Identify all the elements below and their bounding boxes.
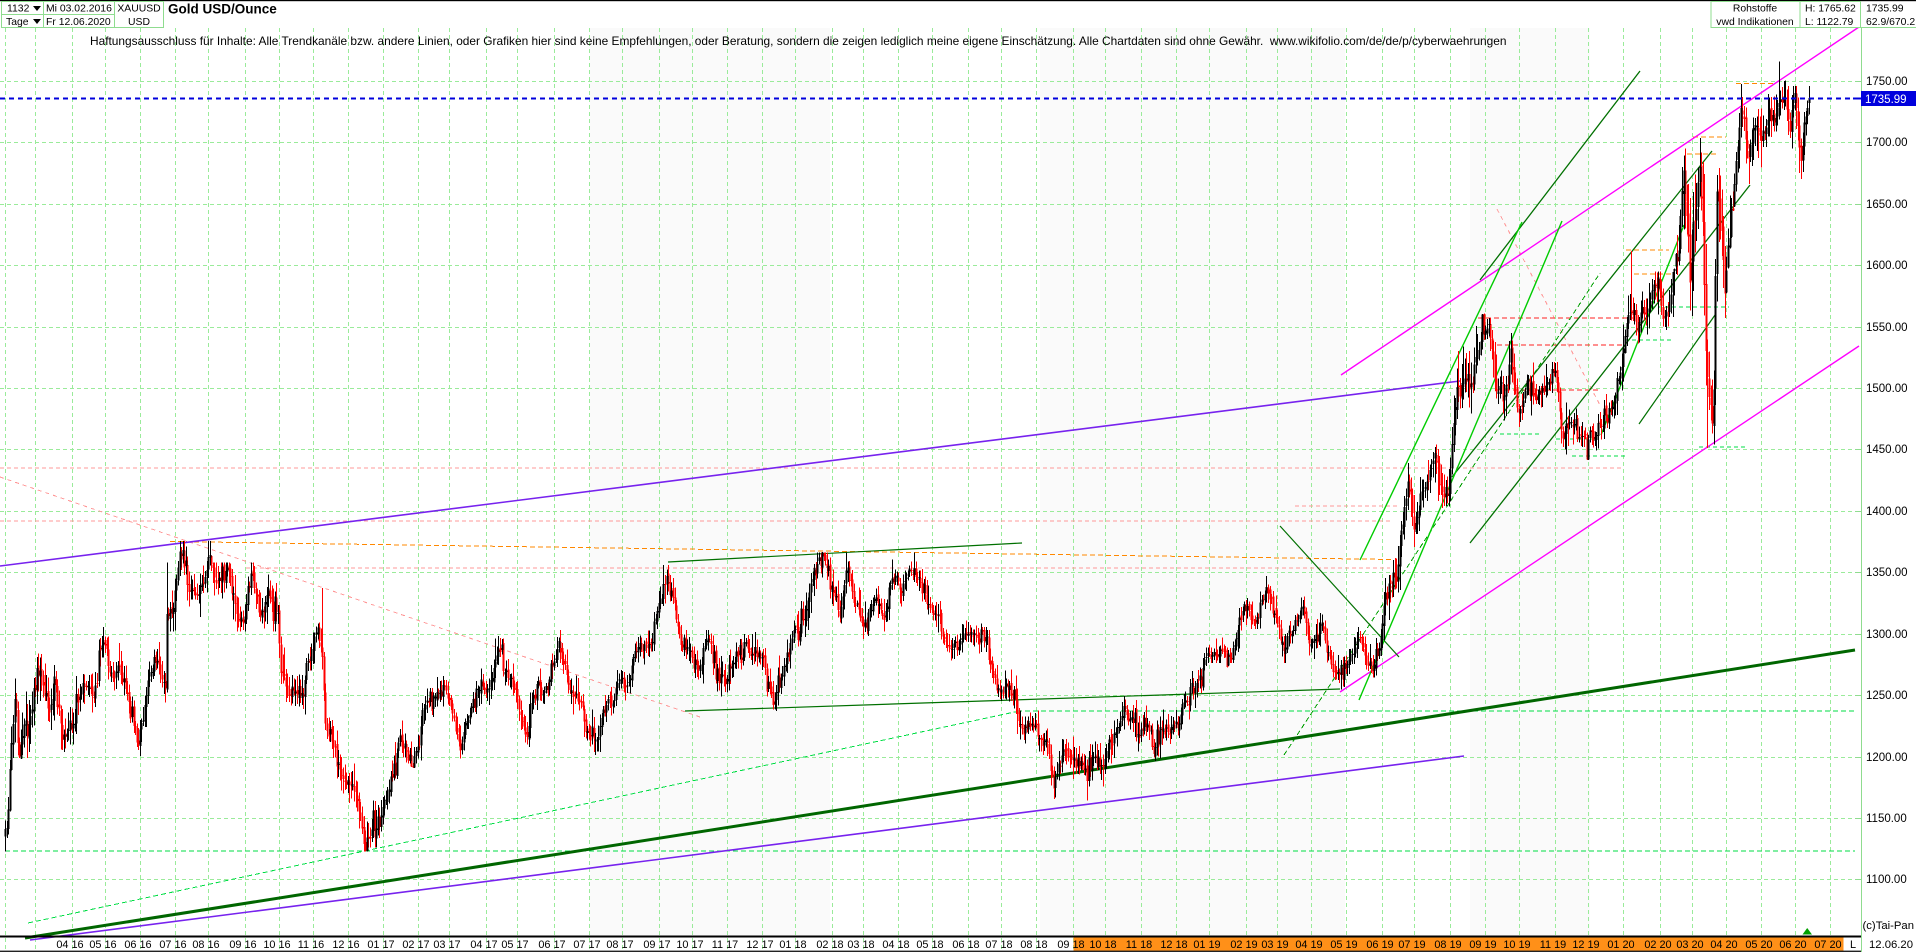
svg-text:03 17: 03 17 — [433, 939, 460, 951]
svg-text:Haftungsausschluss für Inhalte: Haftungsausschluss für Inhalte: Alle Tre… — [90, 34, 1507, 48]
svg-text:Tage: Tage — [6, 17, 29, 28]
svg-text:vwd Indikationen: vwd Indikationen — [1716, 17, 1794, 28]
svg-text:04 16: 04 16 — [56, 939, 83, 951]
svg-text:L: L — [1850, 939, 1856, 951]
svg-text:02 19: 02 19 — [1230, 939, 1257, 951]
svg-text:08 16: 08 16 — [192, 939, 219, 951]
svg-text:06 17: 06 17 — [538, 939, 565, 951]
svg-text:09 18: 09 18 — [1057, 939, 1084, 951]
svg-text:09 16: 09 16 — [229, 939, 256, 951]
svg-text:05 18: 05 18 — [916, 939, 943, 951]
svg-text:08 18: 08 18 — [1020, 939, 1047, 951]
svg-text:04 19: 04 19 — [1295, 939, 1322, 951]
svg-text:09 19: 09 19 — [1469, 939, 1496, 951]
svg-text:10 16: 10 16 — [263, 939, 290, 951]
svg-text:03 18: 03 18 — [847, 939, 874, 951]
svg-text:01 18: 01 18 — [779, 939, 806, 951]
svg-text:1735.99: 1735.99 — [1865, 94, 1907, 106]
svg-text:08 17: 08 17 — [606, 939, 633, 951]
svg-text:1250.00: 1250.00 — [1866, 690, 1908, 702]
svg-text:04 20: 04 20 — [1710, 939, 1737, 951]
svg-text:05 19: 05 19 — [1330, 939, 1357, 951]
svg-text:USD: USD — [128, 17, 150, 28]
svg-text:06 19: 06 19 — [1366, 939, 1393, 951]
svg-text:Rohstoffe: Rohstoffe — [1733, 4, 1778, 15]
svg-text:10 19: 10 19 — [1503, 939, 1530, 951]
svg-text:1300.00: 1300.00 — [1866, 629, 1908, 641]
svg-text:10 17: 10 17 — [676, 939, 703, 951]
svg-text:05 16: 05 16 — [89, 939, 116, 951]
svg-text:10 18: 10 18 — [1089, 939, 1116, 951]
svg-text:05 20: 05 20 — [1745, 939, 1772, 951]
svg-text:08 19: 08 19 — [1434, 939, 1461, 951]
svg-text:12 16: 12 16 — [332, 939, 359, 951]
svg-text:1200.00: 1200.00 — [1866, 752, 1908, 764]
svg-text:12 17: 12 17 — [746, 939, 773, 951]
svg-text:1100.00: 1100.00 — [1866, 874, 1907, 886]
svg-text:02 18: 02 18 — [816, 939, 843, 951]
svg-text:1550.00: 1550.00 — [1866, 322, 1908, 334]
svg-text:02 20: 02 20 — [1644, 939, 1671, 951]
svg-text:Gold USD/Ounce: Gold USD/Ounce — [168, 2, 277, 17]
svg-text:12 18: 12 18 — [1160, 939, 1187, 951]
svg-text:1132: 1132 — [7, 4, 30, 15]
svg-text:1450.00: 1450.00 — [1866, 444, 1908, 456]
svg-text:01 20: 01 20 — [1607, 939, 1634, 951]
svg-text:11 19: 11 19 — [1540, 939, 1566, 951]
svg-text:Fr 12.06.2020: Fr 12.06.2020 — [46, 17, 111, 28]
svg-text:12.06.20: 12.06.20 — [1869, 939, 1913, 951]
svg-text:06 16: 06 16 — [124, 939, 151, 951]
svg-text:1500.00: 1500.00 — [1866, 383, 1908, 395]
svg-text:1700.00: 1700.00 — [1866, 137, 1908, 149]
svg-text:1735.99: 1735.99 — [1866, 4, 1904, 15]
svg-text:11 18: 11 18 — [1126, 939, 1152, 951]
svg-text:62.9/670.2: 62.9/670.2 — [1866, 17, 1915, 28]
svg-text:07 18: 07 18 — [985, 939, 1012, 951]
svg-text:09 17: 09 17 — [643, 939, 670, 951]
svg-text:07 20: 07 20 — [1814, 939, 1841, 951]
svg-text:11 16: 11 16 — [298, 939, 324, 951]
svg-text:H: 1765.62: H: 1765.62 — [1805, 4, 1856, 15]
svg-text:1600.00: 1600.00 — [1866, 260, 1908, 272]
svg-text:1650.00: 1650.00 — [1866, 199, 1908, 211]
svg-text:03 20: 03 20 — [1676, 939, 1703, 951]
svg-text:XAUUSD: XAUUSD — [117, 4, 160, 15]
svg-text:07 17: 07 17 — [573, 939, 600, 951]
svg-text:1400.00: 1400.00 — [1866, 506, 1908, 518]
svg-text:1750.00: 1750.00 — [1866, 76, 1908, 88]
svg-text:04 17: 04 17 — [470, 939, 497, 951]
svg-text:1350.00: 1350.00 — [1866, 567, 1908, 579]
svg-text:03 19: 03 19 — [1261, 939, 1288, 951]
svg-text:(c)Tai-Pan: (c)Tai-Pan — [1863, 920, 1914, 932]
svg-text:06 20: 06 20 — [1779, 939, 1806, 951]
svg-text:12 19: 12 19 — [1572, 939, 1599, 951]
svg-text:1150.00: 1150.00 — [1866, 813, 1907, 825]
svg-text:01 17: 01 17 — [367, 939, 394, 951]
svg-text:Mi 03.02.2016: Mi 03.02.2016 — [46, 4, 112, 15]
svg-text:07 19: 07 19 — [1398, 939, 1425, 951]
svg-text:05 17: 05 17 — [501, 939, 528, 951]
svg-text:04 18: 04 18 — [882, 939, 909, 951]
svg-text:L: 1122.79: L: 1122.79 — [1805, 17, 1854, 28]
svg-text:11 17: 11 17 — [712, 939, 738, 951]
svg-text:01 19: 01 19 — [1193, 939, 1220, 951]
svg-text:02 17: 02 17 — [402, 939, 429, 951]
svg-text:06 18: 06 18 — [952, 939, 979, 951]
svg-text:07 16: 07 16 — [159, 939, 186, 951]
